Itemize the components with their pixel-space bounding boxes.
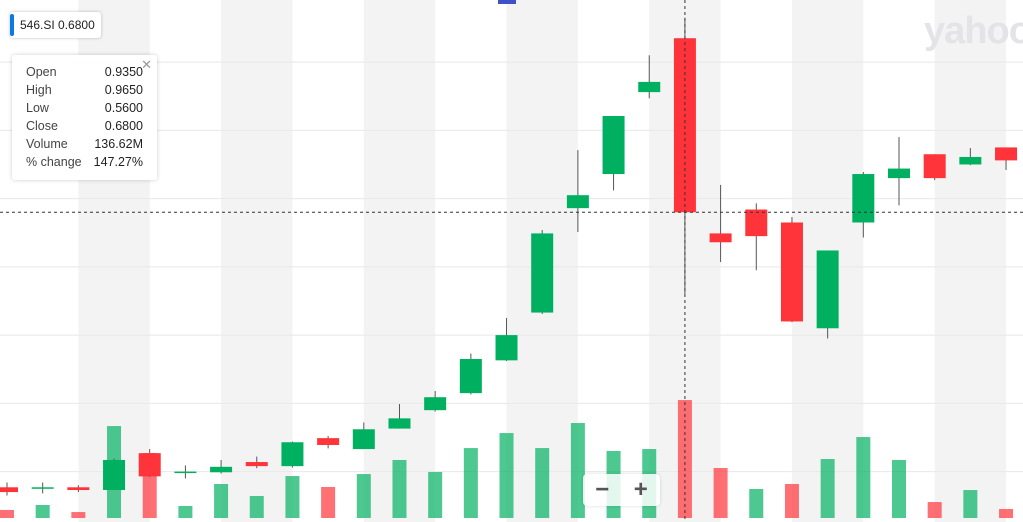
tooltip-label: Volume bbox=[26, 137, 68, 151]
column-band bbox=[221, 0, 293, 522]
candle-body bbox=[566, 195, 589, 209]
volume-bar bbox=[214, 483, 229, 518]
tooltip-row: Low 0.5600 bbox=[26, 101, 143, 115]
candle-body bbox=[816, 250, 839, 329]
candle-body bbox=[923, 154, 946, 179]
volume-bar bbox=[927, 502, 942, 518]
candle-body bbox=[531, 233, 554, 313]
candle-body bbox=[103, 459, 126, 491]
candle-body bbox=[67, 487, 90, 491]
candle-body bbox=[995, 147, 1018, 161]
candle-body bbox=[888, 168, 910, 179]
volume-bar bbox=[963, 490, 978, 518]
symbol: 546.SI bbox=[20, 18, 55, 32]
watermark: yahoo bbox=[924, 10, 1023, 52]
tooltip-row: % change 147.27% bbox=[26, 155, 143, 169]
candle-body bbox=[424, 397, 447, 411]
candle-body bbox=[138, 453, 161, 477]
candle-body bbox=[495, 335, 518, 361]
top-tab[interactable] bbox=[498, 0, 516, 4]
tooltip-value: 136.62M bbox=[94, 137, 143, 151]
volume-bar bbox=[677, 400, 692, 518]
volume-bar bbox=[999, 509, 1014, 518]
tooltip-label: Close bbox=[26, 119, 58, 133]
volume-bar bbox=[892, 459, 906, 518]
candle-body bbox=[317, 438, 340, 445]
candle-body bbox=[638, 81, 661, 93]
tooltip-value: 0.9650 bbox=[104, 83, 143, 97]
tooltip-value: 147.27% bbox=[93, 155, 143, 169]
candle-body bbox=[745, 209, 768, 237]
symbol-tag[interactable]: 546.SI 0.6800 bbox=[10, 12, 101, 38]
candle-body bbox=[673, 38, 696, 213]
volume-bar bbox=[71, 512, 86, 518]
candle-body bbox=[352, 429, 375, 450]
volume-bar bbox=[784, 483, 799, 518]
candle-body bbox=[0, 487, 18, 493]
candle-body bbox=[959, 156, 982, 165]
tooltip: ✕ Open 0.9350 High 0.9650 Low 0.5600 Close 0.68… bbox=[12, 55, 157, 180]
volume-bar bbox=[0, 509, 14, 518]
tooltip-row: Volume 136.62M bbox=[26, 137, 143, 151]
candle-body bbox=[709, 233, 732, 243]
column-band bbox=[934, 0, 1007, 522]
candle-body bbox=[174, 471, 197, 474]
volume-bar bbox=[285, 476, 300, 518]
tooltip-value: 0.6800 bbox=[104, 119, 143, 133]
last-price: 0.6800 bbox=[58, 18, 95, 32]
column-band bbox=[363, 0, 436, 522]
volume-bar bbox=[178, 505, 193, 518]
candle-body bbox=[388, 418, 411, 429]
candle-body bbox=[31, 487, 54, 489]
volume-bar bbox=[356, 474, 371, 518]
volume-bar bbox=[249, 495, 264, 518]
tooltip-label: Open bbox=[26, 65, 57, 79]
candle-body bbox=[459, 358, 482, 394]
tooltip-label: Low bbox=[26, 101, 49, 115]
volume-bar bbox=[820, 459, 835, 518]
volume-bar bbox=[499, 433, 514, 518]
tooltip-row: High 0.9650 bbox=[26, 83, 143, 97]
tooltip-label: % change bbox=[26, 155, 82, 169]
volume-bar bbox=[392, 459, 407, 518]
candle-body bbox=[245, 462, 268, 467]
candle-body bbox=[852, 174, 875, 223]
zoom-in[interactable]: + bbox=[633, 476, 648, 503]
volume-bar bbox=[749, 488, 764, 518]
tooltip-label: High bbox=[26, 83, 52, 97]
volume-bar bbox=[428, 471, 443, 518]
volume-bar bbox=[535, 448, 550, 518]
candle-body bbox=[281, 442, 304, 467]
volume-bar bbox=[321, 487, 336, 518]
tooltip-row: Open 0.9350 bbox=[26, 65, 143, 79]
candle-body bbox=[602, 116, 625, 175]
candle-body bbox=[210, 466, 233, 473]
zoom-out[interactable]: − bbox=[595, 476, 610, 503]
zoom-controls: − + bbox=[583, 474, 660, 506]
volume-bar bbox=[856, 437, 871, 518]
volume-bar bbox=[463, 448, 478, 518]
symbol-color bbox=[10, 14, 14, 36]
tooltip-value: 0.9350 bbox=[104, 65, 143, 79]
tooltip-value: 0.5600 bbox=[104, 101, 143, 115]
volume-bar bbox=[570, 423, 585, 518]
tooltip-row: Close 0.6800 bbox=[26, 119, 143, 133]
volume-bar bbox=[35, 504, 50, 518]
candle-body bbox=[780, 222, 803, 322]
close-button[interactable]: ✕ bbox=[141, 57, 152, 72]
volume-bar bbox=[713, 468, 728, 518]
